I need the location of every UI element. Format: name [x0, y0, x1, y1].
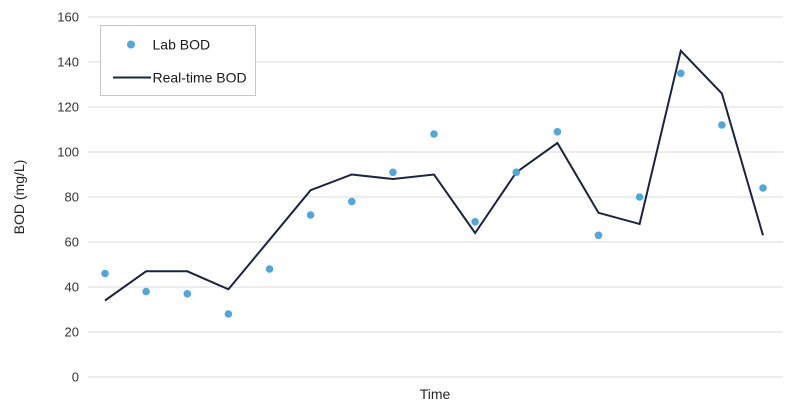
lab-bod-data-point [759, 184, 767, 192]
lab-bod-scatter-series [101, 69, 767, 318]
lab-bod-data-point [594, 231, 603, 240]
lab-bod-data-point [718, 121, 726, 129]
lab-bod-data-point [142, 287, 150, 296]
x-axis-title: Time [420, 386, 451, 402]
lab-bod-data-point [101, 269, 109, 278]
legend-label-lab-bod: Lab BOD [153, 37, 211, 53]
legend-box [100, 25, 256, 96]
lab-bod-marker-icon [127, 40, 135, 49]
lab-bod-data-point [265, 265, 274, 273]
lab-bod-data-point [677, 69, 685, 78]
legend: Lab BOD Real-time BOD [100, 25, 256, 96]
y-tick-label: 80 [65, 190, 79, 205]
lab-bod-data-point [183, 290, 192, 298]
realtime-bod-polyline [104, 48, 764, 302]
lab-bod-data-point [553, 128, 562, 136]
y-tick-label: 160 [57, 10, 79, 25]
y-axis-tick-labels: 0 20 40 60 80 100 120 140 160 [57, 10, 79, 385]
y-tick-label: 20 [65, 325, 79, 340]
lab-bod-data-point [348, 197, 356, 206]
y-tick-label: 0 [72, 370, 79, 385]
y-tick-label: 60 [65, 235, 79, 250]
lab-bod-data-point [430, 130, 438, 138]
y-tick-label: 120 [57, 100, 79, 115]
lab-bod-data-point [224, 310, 233, 318]
y-tick-label: 40 [65, 280, 79, 295]
y-tick-label: 100 [57, 145, 79, 160]
y-tick-label: 140 [57, 55, 79, 70]
gridlines [88, 16, 783, 378]
legend-item-lab-bod: Lab BOD [127, 37, 210, 53]
lab-bod-data-point [306, 211, 315, 219]
legend-label-realtime-bod: Real-time BOD [153, 70, 247, 86]
y-axis-title: BOD (mg/L) [11, 160, 27, 235]
lab-bod-data-point [389, 168, 397, 177]
lab-bod-data-point [512, 168, 521, 177]
legend-item-realtime-bod: Real-time BOD [113, 70, 247, 86]
lab-bod-data-point [471, 218, 479, 226]
lab-bod-data-point [635, 193, 644, 201]
realtime-bod-line-series [104, 48, 764, 302]
